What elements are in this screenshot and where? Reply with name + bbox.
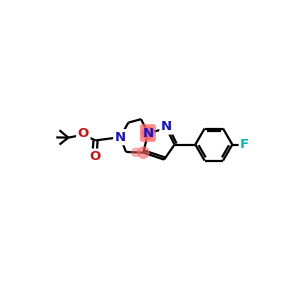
- Text: N: N: [161, 120, 172, 133]
- Text: N: N: [142, 127, 154, 140]
- Text: O: O: [78, 127, 89, 140]
- Circle shape: [138, 147, 149, 158]
- Circle shape: [142, 127, 154, 139]
- Circle shape: [132, 148, 140, 157]
- Text: N: N: [115, 131, 126, 144]
- Text: F: F: [240, 138, 249, 151]
- Text: O: O: [89, 150, 100, 163]
